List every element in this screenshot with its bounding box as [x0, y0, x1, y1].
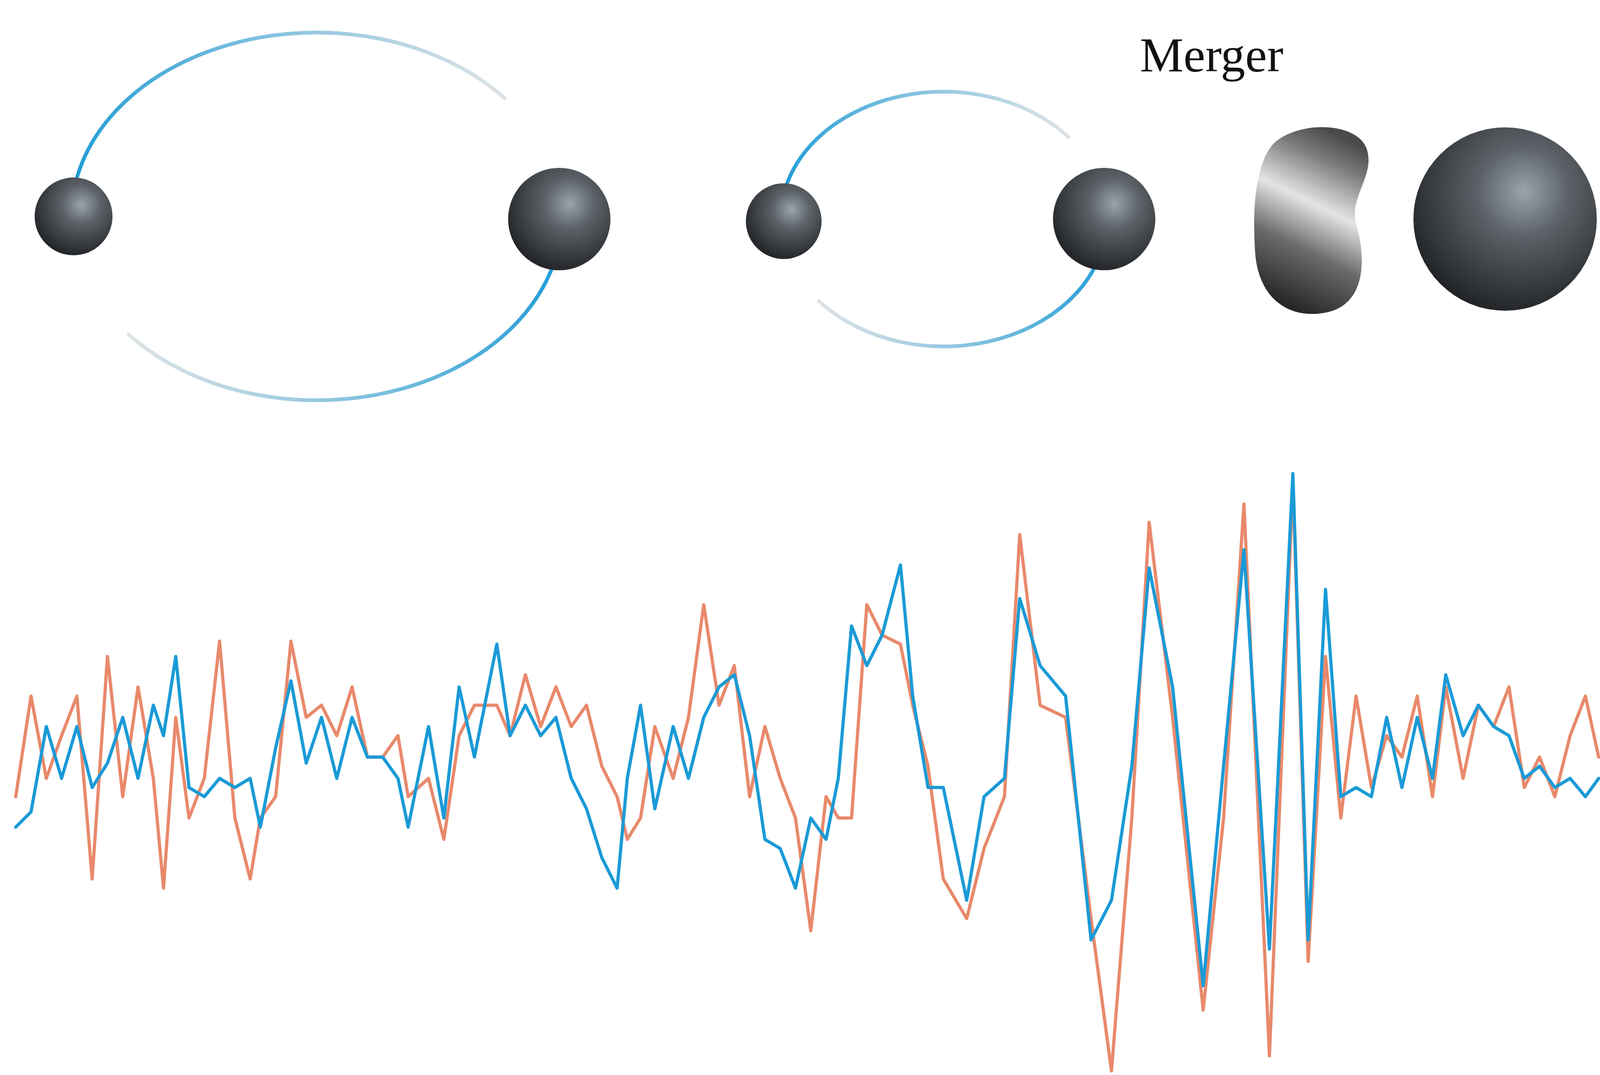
svg-text:Merger: Merger: [1139, 27, 1284, 83]
